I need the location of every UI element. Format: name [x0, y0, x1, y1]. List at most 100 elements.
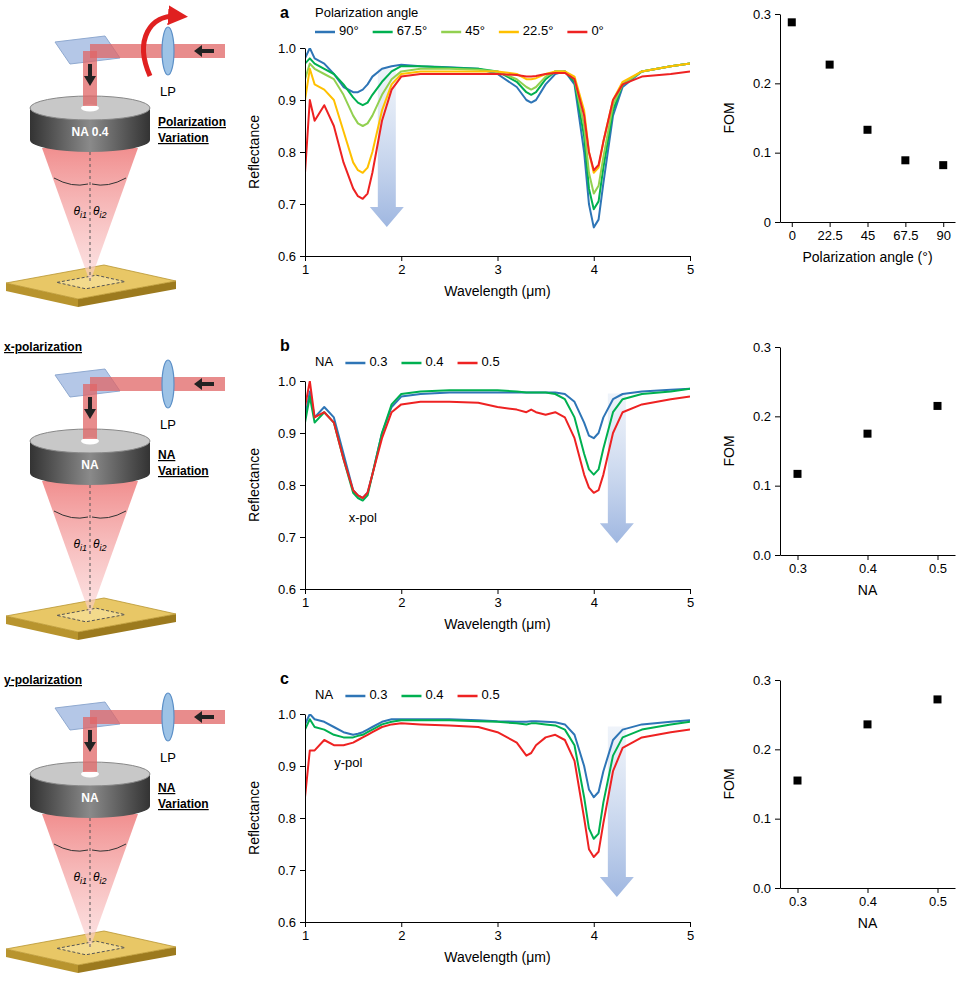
spectrum-line: [305, 714, 690, 797]
light-cone: [42, 148, 138, 282]
tick-mark: [300, 204, 305, 205]
legend-item: 0.4: [401, 687, 443, 702]
tick: 0.4: [859, 888, 877, 909]
x-axis: 0.30.40.5: [781, 888, 956, 909]
tick: 5: [687, 256, 694, 277]
figure: θi1θi2NA 0.4LPPolarizationVariationθi1θi…: [0, 0, 976, 1000]
legend-label: 0.3: [369, 687, 387, 702]
tick-mark: [594, 589, 595, 594]
chart: 0.30.40.50.00.10.20.3NAFOM: [721, 673, 956, 931]
beam-arrow: [194, 378, 214, 390]
tick: 0.5: [929, 555, 947, 576]
beam: [90, 377, 225, 391]
y-axis: 0.60.70.80.91.0: [278, 374, 306, 597]
tick-label: 0.7: [278, 863, 296, 878]
tick-label: 2: [398, 928, 405, 943]
angle-arc: [92, 844, 126, 851]
legend-swatch: [499, 31, 519, 34]
tick-label: 0.5: [929, 561, 947, 576]
polarizer-label: LP: [160, 417, 176, 432]
tick-label: 0.4: [859, 894, 877, 909]
point: [864, 430, 872, 438]
tick-label: 0.6: [278, 915, 296, 930]
tick: 0.7: [278, 197, 305, 212]
spectrum-line: [305, 64, 690, 194]
legend-swatch: [567, 31, 587, 34]
tick: 3: [494, 256, 501, 277]
legend-swatch: [458, 695, 478, 698]
tick: 0.9: [278, 759, 305, 774]
point: [939, 161, 947, 169]
tick-label: 4: [591, 262, 598, 277]
beam-arrow: [194, 45, 214, 57]
polarizer: [162, 693, 174, 741]
legend-item: 90°: [315, 23, 359, 38]
spectrum-line: [305, 389, 690, 501]
tick-mark: [300, 381, 305, 382]
tick: 45: [861, 222, 875, 243]
tick-mark: [938, 888, 939, 893]
tick: 4: [591, 256, 598, 277]
tick-mark: [498, 256, 499, 261]
axis-line: [780, 681, 781, 889]
tick-label: 90: [936, 228, 950, 243]
tick-mark: [305, 589, 306, 594]
legend-label: 0°: [591, 23, 603, 38]
tick: 0.0: [753, 881, 780, 896]
legend: NA0.30.40.5: [315, 354, 500, 369]
tick: 90: [936, 222, 950, 243]
tick-label: 2: [398, 262, 405, 277]
tick-label: 0.9: [278, 759, 296, 774]
point: [826, 61, 834, 69]
tick-label: 3: [494, 262, 501, 277]
y-axis-title: Reflectance: [246, 448, 262, 522]
spectrum-line: [305, 723, 690, 857]
tick-label: 0.7: [278, 197, 296, 212]
light-cone: [42, 481, 138, 615]
tick-mark: [830, 222, 831, 227]
tick: 2: [398, 589, 405, 610]
legend-label: 67.5°: [397, 23, 428, 38]
tick-label: 0.4: [859, 561, 877, 576]
tick-mark: [905, 222, 906, 227]
tick-mark: [300, 589, 305, 590]
tick-mark: [775, 749, 780, 750]
tick-mark: [943, 222, 944, 227]
legend-label: 90°: [339, 23, 359, 38]
legend-item: 0.5: [458, 687, 500, 702]
tick-mark: [305, 256, 306, 261]
x-axis: 12345: [302, 922, 694, 943]
heading: y-polarization: [4, 673, 82, 687]
optical-axis: [90, 818, 91, 948]
polarizer: [162, 360, 174, 408]
legend-swatch: [441, 31, 461, 34]
axis-line: [305, 715, 306, 923]
tick-mark: [798, 555, 799, 560]
legend-label: 0.5: [482, 354, 500, 369]
schematic: θi1θi2NALPNAVariationy-polarization: [4, 673, 225, 973]
tick: 0.8: [278, 478, 305, 493]
x-axis-title: Wavelength (μm): [444, 949, 550, 965]
point: [901, 156, 909, 164]
plot-area: [788, 18, 947, 169]
tick-label: 2: [398, 595, 405, 610]
plot-area: [794, 695, 942, 784]
tick-label: 0.8: [278, 811, 296, 826]
tick-mark: [401, 922, 402, 927]
angle-label: θi2: [93, 204, 107, 220]
tick-mark: [690, 922, 691, 927]
tick-mark: [594, 922, 595, 927]
tick-mark: [300, 48, 305, 49]
polarizer-label: LP: [160, 84, 176, 99]
polarizer-label: LP: [160, 750, 176, 765]
beam: [83, 51, 97, 106]
tick-mark: [775, 555, 780, 556]
legend-label: 22.5°: [523, 23, 554, 38]
tick-mark: [690, 256, 691, 261]
legend-title: NA: [315, 687, 333, 702]
light-cone: [42, 814, 138, 948]
tick-label: 4: [591, 595, 598, 610]
point: [934, 695, 942, 703]
tick-mark: [775, 888, 780, 889]
tick: 0.2: [753, 742, 780, 757]
